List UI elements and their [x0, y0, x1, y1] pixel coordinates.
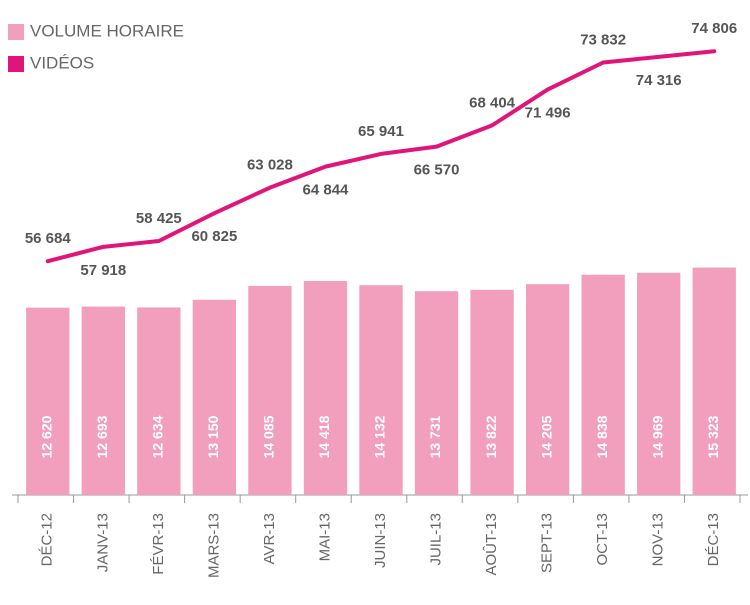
x-tick-label: AOÛT-13: [483, 513, 500, 576]
data-label: 60 825: [191, 228, 237, 245]
x-tick-label: DÉC-12: [39, 513, 56, 566]
x-tick-label: MARS-13: [205, 513, 222, 578]
x-tick-label: FÉVR-13: [150, 513, 167, 575]
x-tick-label: NOV-13: [650, 513, 667, 566]
x-tick-label: MAI-13: [316, 513, 333, 561]
data-label: 57 918: [80, 262, 126, 279]
bar: [525, 284, 570, 495]
legend-swatch: [8, 56, 24, 72]
data-label: 56 684: [25, 230, 72, 247]
data-label: 13 731: [427, 415, 443, 458]
data-label: 14 838: [594, 415, 610, 458]
bar: [692, 267, 736, 495]
data-label: 13 150: [205, 415, 221, 458]
bar: [414, 291, 459, 495]
x-tick-label: JANV-13: [94, 513, 111, 572]
data-label: 66 570: [414, 162, 460, 179]
data-label: 73 832: [580, 31, 626, 48]
legend-swatch: [8, 24, 24, 40]
bar: [470, 289, 514, 495]
data-label: 65 941: [358, 123, 404, 140]
data-label: 14 418: [316, 415, 332, 458]
data-label: 64 844: [303, 182, 350, 199]
data-label: 14 132: [372, 415, 388, 458]
data-label: 12 620: [38, 415, 54, 458]
data-label: 58 425: [136, 210, 182, 227]
bar: [303, 280, 348, 495]
data-label: 12 634: [150, 415, 166, 458]
x-tick-label: JUIN-13: [372, 513, 389, 568]
legend-label: VIDÉOS: [30, 53, 94, 72]
x-tick-label: AVR-13: [261, 513, 278, 564]
data-label: 71 496: [525, 105, 571, 122]
bar: [248, 285, 292, 495]
bar: [581, 274, 625, 495]
data-label: 63 028: [247, 157, 293, 174]
bar: [637, 272, 681, 495]
data-label: 15 323: [705, 415, 721, 458]
data-label: 14 969: [649, 415, 665, 458]
bar: [359, 285, 403, 495]
bar: [137, 307, 181, 495]
bar: [192, 299, 237, 495]
x-tick-label: SEPT-13: [539, 513, 556, 573]
data-label: 74 316: [636, 72, 682, 89]
bar: [81, 306, 125, 495]
data-label: 12 693: [94, 415, 110, 458]
data-label: 74 806: [691, 20, 737, 37]
data-label: 68 404: [469, 94, 516, 111]
legend-label: VOLUME HORAIRE: [30, 21, 184, 40]
data-label: 13 822: [483, 415, 499, 458]
data-label: 14 085: [261, 415, 277, 458]
x-tick-label: OCT-13: [594, 513, 611, 566]
x-tick-label: DÉC-13: [705, 513, 722, 566]
x-tick-label: JUIL-13: [428, 513, 445, 566]
bar: [26, 307, 70, 495]
line: [45, 49, 717, 264]
data-label: 14 205: [538, 415, 554, 458]
